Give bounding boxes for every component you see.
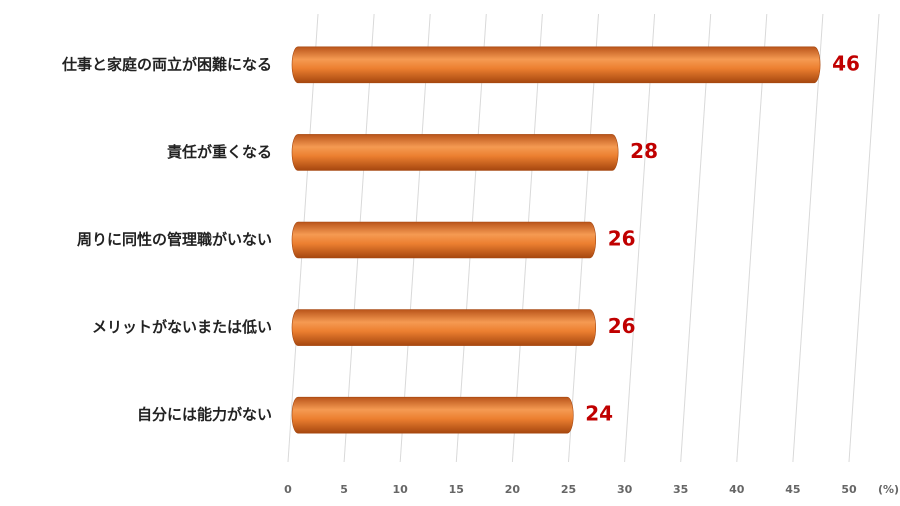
value-label: 26 bbox=[608, 314, 636, 338]
category-label: 責任が重くなる bbox=[167, 143, 272, 161]
grid-line bbox=[624, 13, 656, 463]
x-tick-label: 30 bbox=[617, 483, 633, 496]
bar bbox=[291, 396, 574, 434]
unit-label: (%) bbox=[878, 483, 899, 496]
value-label: 24 bbox=[585, 402, 613, 426]
x-tick-label: 0 bbox=[284, 483, 292, 496]
x-tick-label: 35 bbox=[673, 483, 688, 496]
bar bbox=[291, 46, 821, 84]
grid-line bbox=[736, 13, 768, 463]
value-label: 28 bbox=[630, 139, 658, 163]
x-tick-label: 40 bbox=[729, 483, 745, 496]
x-tick-label: 50 bbox=[841, 483, 857, 496]
grid-line bbox=[848, 13, 880, 463]
bar bbox=[291, 221, 597, 259]
grid-line bbox=[680, 13, 712, 463]
x-tick-label: 45 bbox=[785, 483, 800, 496]
x-tick-label: 25 bbox=[561, 483, 576, 496]
bar bbox=[291, 309, 597, 346]
x-tick-label: 10 bbox=[393, 483, 409, 496]
grid-line bbox=[792, 13, 824, 463]
category-label: メリットがないまたは低い bbox=[92, 318, 272, 336]
x-tick-label: 15 bbox=[449, 483, 464, 496]
value-label: 26 bbox=[608, 227, 636, 251]
bar bbox=[291, 134, 619, 171]
category-label: 仕事と家庭の両立が困難になる bbox=[61, 55, 272, 73]
category-label: 周りに同性の管理職がいない bbox=[77, 231, 272, 249]
category-label: 自分には能力がない bbox=[137, 406, 272, 424]
value-label: 46 bbox=[832, 51, 860, 75]
x-tick-label: 20 bbox=[505, 483, 521, 496]
x-tick-label: 5 bbox=[340, 483, 348, 496]
